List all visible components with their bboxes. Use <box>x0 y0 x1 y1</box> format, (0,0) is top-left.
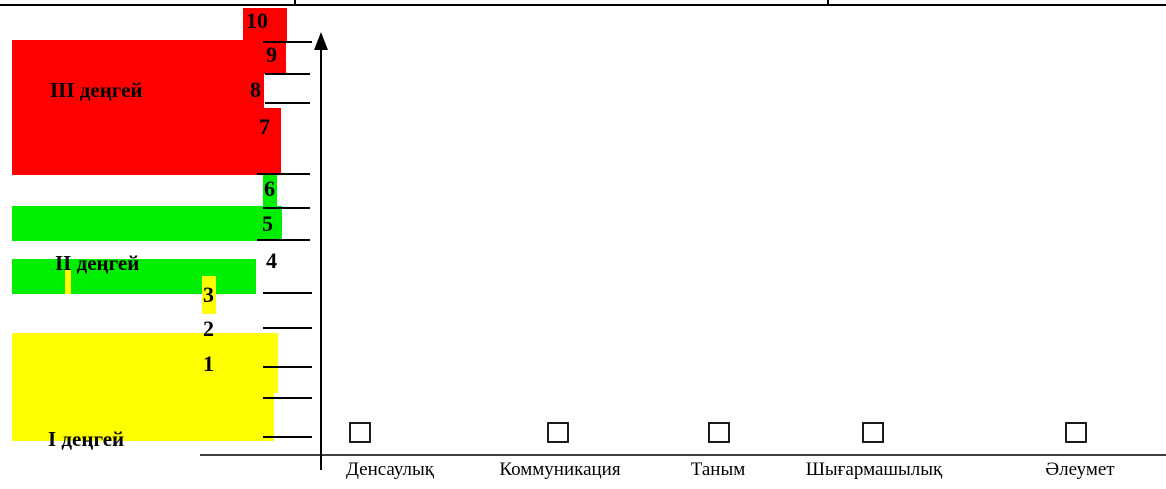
x-category-label: Әлеумет <box>1045 459 1115 480</box>
level-3-band <box>12 40 264 175</box>
y-tick-label: 3 <box>203 282 214 307</box>
level-1-label: І деңгей <box>48 427 124 451</box>
y-axis-arrowhead <box>314 32 328 50</box>
y-tick-label: 7 <box>259 114 270 139</box>
x-categories: Денсаулық Коммуникация Таным Шығармашылық Әл… <box>346 422 1115 480</box>
x-category-label: Коммуникация <box>499 459 620 480</box>
y-tick-label: 9 <box>266 42 277 67</box>
y-tick-label: 8 <box>250 77 261 102</box>
y-tick-label: 5 <box>262 211 273 236</box>
level-2-label: ІІ деңгей <box>55 251 139 275</box>
level-3-label: ІІІ деңгей <box>50 78 143 102</box>
category-checkbox[interactable] <box>1065 422 1087 443</box>
x-category-label: Шығармашылық <box>806 459 943 480</box>
level-3-band-notch <box>260 42 286 74</box>
category-checkbox[interactable] <box>862 422 884 443</box>
y-tick-label: 10 <box>246 8 268 33</box>
level-2-band-yellow-mark <box>65 270 71 294</box>
level-labels: ІІІ деңгей ІІ деңгей І деңгей <box>48 78 143 451</box>
category-checkbox[interactable] <box>349 422 371 443</box>
level-2-band-upper <box>12 206 282 241</box>
level-3-band-top-tab <box>243 8 287 42</box>
level-2-band-tab <box>263 173 277 206</box>
category-checkbox[interactable] <box>547 422 569 443</box>
level-1-band-tab <box>202 276 216 314</box>
level-bands <box>12 8 287 441</box>
y-tick-label: 1 <box>203 351 214 376</box>
top-table-border <box>0 0 1166 6</box>
y-tick-labels: 1 2 3 4 5 6 7 89 10 <box>203 8 277 376</box>
level-1-band <box>12 333 274 441</box>
y-tick-label: 2 <box>203 316 214 341</box>
axes <box>200 32 1166 470</box>
y-tick-label: 6 <box>264 176 275 201</box>
level-3-band-lower <box>255 108 281 175</box>
level-1-band-right <box>260 333 278 393</box>
category-checkbox[interactable] <box>708 422 730 443</box>
y-tick-label: 4 <box>266 248 277 273</box>
x-category-label: Денсаулық <box>346 459 435 480</box>
y-tick-lines <box>257 41 312 438</box>
x-category-label: Таным <box>691 459 746 480</box>
